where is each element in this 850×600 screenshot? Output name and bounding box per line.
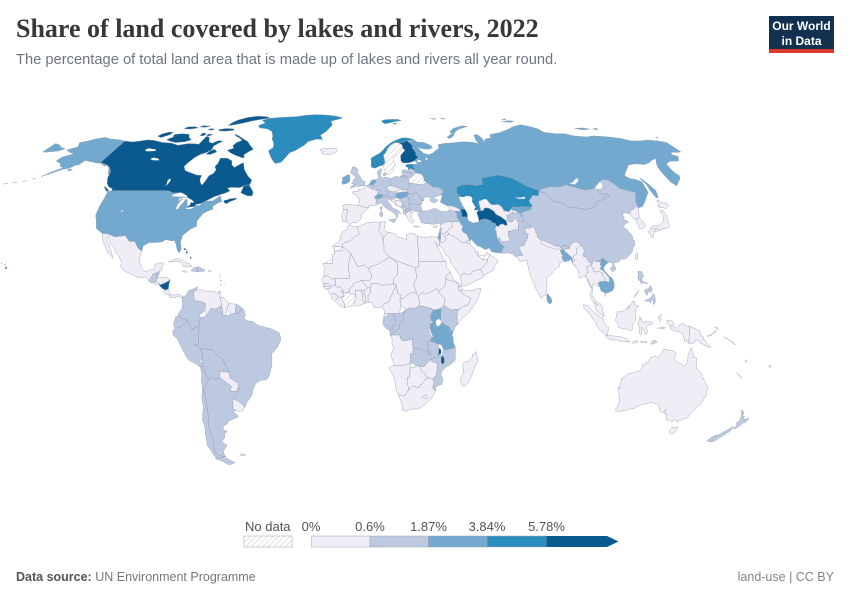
svg-text:0.6%: 0.6% — [355, 519, 385, 534]
svg-text:1.87%: 1.87% — [410, 519, 447, 534]
svg-text:5.78%: 5.78% — [528, 519, 565, 534]
svg-text:No data: No data — [245, 519, 291, 534]
svg-text:3.84%: 3.84% — [469, 519, 506, 534]
svg-text:0%: 0% — [302, 519, 321, 534]
